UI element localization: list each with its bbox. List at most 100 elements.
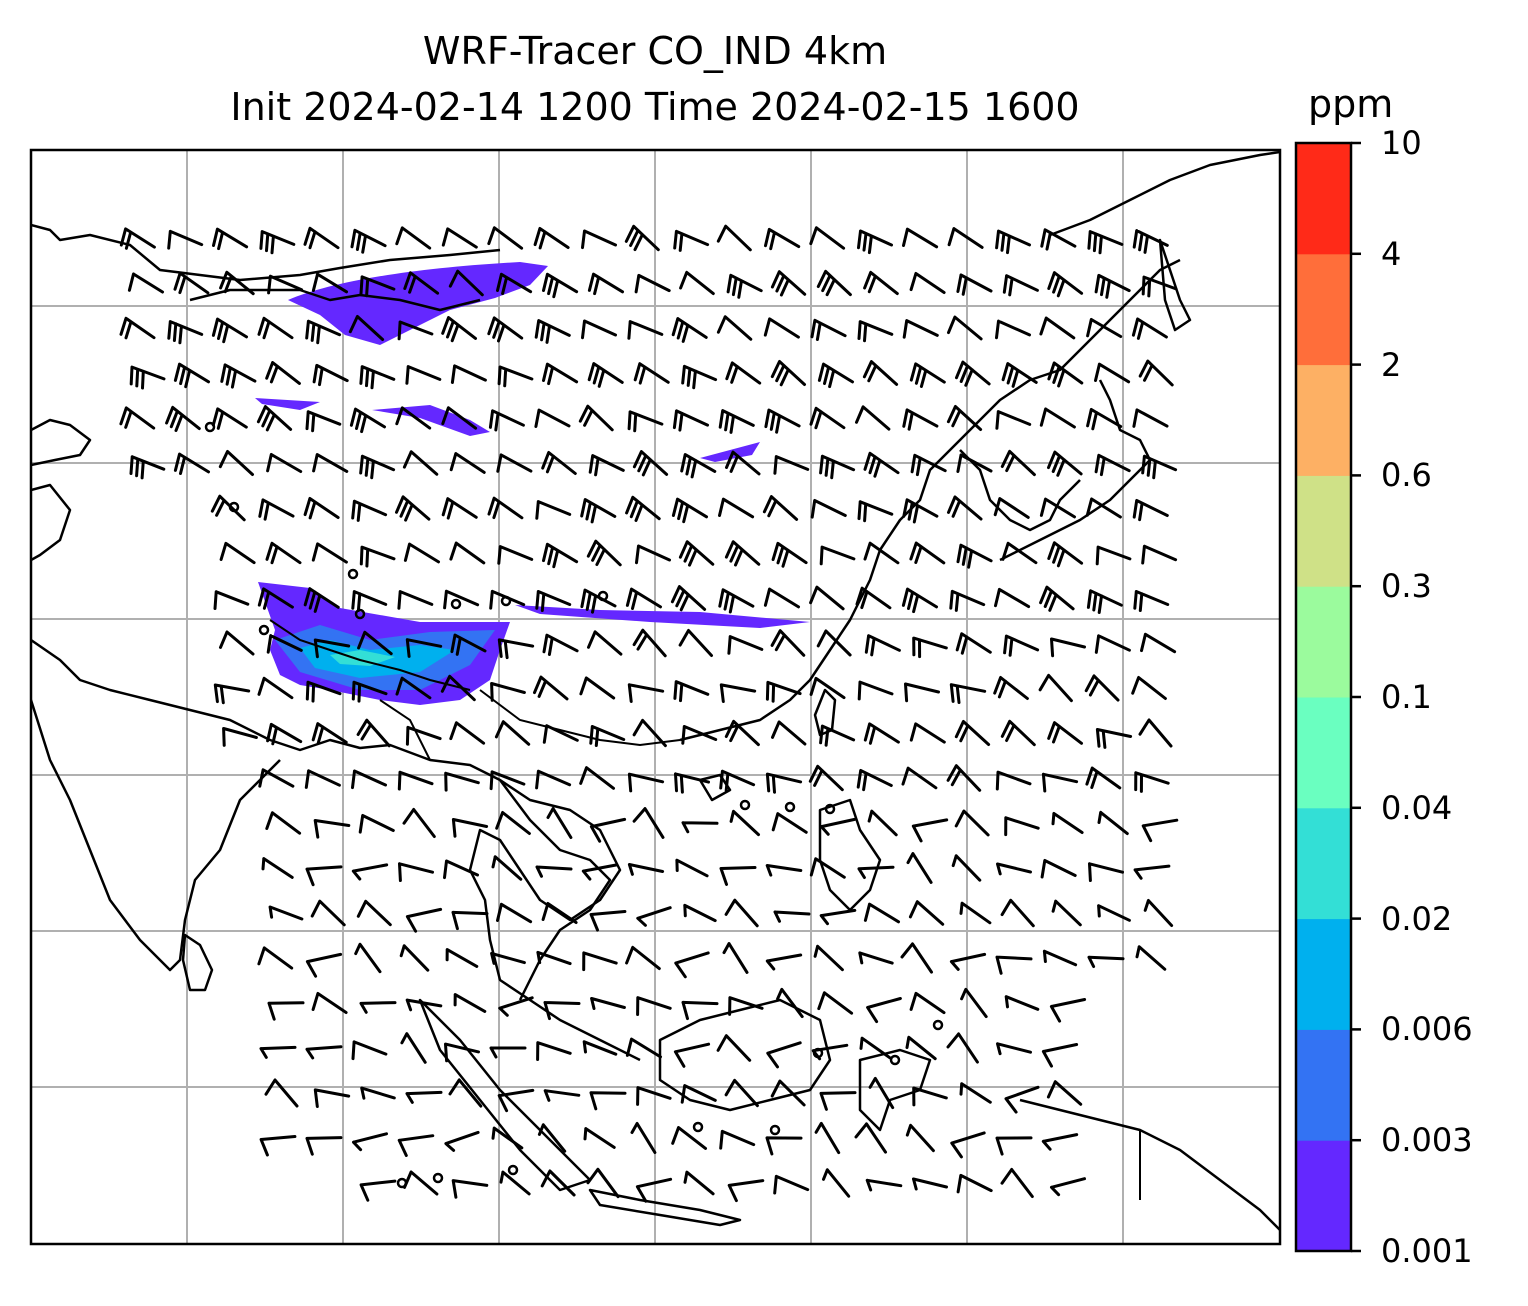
wind-barb [444,1042,480,1063]
wind-barb [359,275,396,298]
wind-barb [443,859,479,880]
wind-barb [1051,812,1084,834]
wind-barb [1140,632,1177,654]
wind-barb [1094,453,1131,477]
wind-barb [310,899,346,927]
wind-barb [359,365,396,390]
wind-barb [909,362,946,388]
wind-barb [679,270,715,296]
wind-barb [303,587,340,613]
wind-barb [672,409,709,432]
wind-barb [444,771,480,792]
wind-barb [819,908,857,926]
wind-barb [582,951,618,972]
wind-barb [403,542,440,564]
wind-barb [993,497,1030,519]
wind-barb [863,722,900,745]
wind-barb [908,900,945,926]
wind-barb [808,764,844,792]
wind-barb [1141,454,1178,480]
colorbar-segment [1296,1140,1351,1252]
wind-barb [809,406,846,430]
wind-barb [729,809,760,837]
wind-barb [811,1043,849,1061]
wind-barb [397,320,434,341]
wind-barb [1050,637,1086,658]
wind-barb [765,864,803,877]
wind-barb-calm [824,803,836,815]
wind-barb [765,953,803,971]
wind-barb [534,319,571,344]
wind-barb [867,809,898,837]
wind-barb [1141,544,1178,565]
wind-barb [633,362,670,385]
wind-barb [499,1170,531,1196]
wind-barb [863,451,900,478]
wind-barb [1000,1168,1034,1198]
coast-west [31,418,92,467]
wind-barb [625,495,661,522]
coast-sulawesi [858,1048,932,1132]
wind-barb [542,272,579,299]
wind-barb [949,683,987,704]
wind-barb [220,363,257,389]
wind-barb [359,1001,397,1014]
wind-barb [357,630,393,656]
wind-barb [1094,634,1131,654]
wind-barb [119,406,156,430]
wind-barb [947,315,983,341]
wind-barb [995,229,1031,255]
wind-barb [443,589,480,610]
wind-barb [1097,904,1131,922]
wind-barb [994,587,1031,609]
wind-barb [448,269,484,297]
wind-barb [865,1178,903,1192]
wind-barb [448,1078,483,1108]
wind-barb [766,1041,802,1069]
wind-barb [359,545,396,568]
wind-barb [625,945,661,971]
wind-barb [718,409,755,434]
wind-barb [213,683,251,705]
wind-barb [673,680,710,703]
wind-barb [909,272,946,294]
wind-barb [405,998,443,1012]
wind-barb [403,1170,439,1196]
wind-barb [589,817,627,843]
wind-barb [902,408,939,431]
wind-barb [947,495,983,521]
wind-barb [995,1136,1033,1156]
wind-barb [722,942,749,974]
wind-barb [859,1036,892,1060]
wind-barb [680,453,717,479]
wind-barb [536,1041,572,1061]
colorbar-tick-label: 0.1 [1381,678,1432,716]
wind-barb [671,497,708,524]
plume-north-strip-2 [255,398,320,410]
wind-barb [632,628,667,658]
wind-barb [542,633,579,656]
wind-barb [822,1168,851,1198]
colorbar-segment [1296,1029,1351,1141]
wind-barb [1086,589,1123,614]
wind-barb [858,951,894,965]
wind-barb [719,866,757,886]
wind-barb [909,991,946,1015]
coast-china-east [679,258,1181,742]
wind-barb [900,942,933,974]
wind-barb [1141,275,1178,298]
wind-barb [537,1123,567,1153]
wind-barb [1004,1085,1040,1114]
colorbar-unit-label: ppm [1308,82,1394,126]
colorbar-segment [1296,475,1351,587]
wind-barb [906,852,933,884]
wind-barb [496,453,533,473]
wind-barb [311,272,348,294]
wind-barb [1000,449,1036,477]
wind-barb [681,1000,719,1021]
wind-barb [259,1045,297,1059]
wind-barb [1050,1177,1086,1197]
wind-barb-calm [432,1172,444,1184]
wind-barb [1085,497,1122,519]
colorbar-segment [1296,697,1351,809]
